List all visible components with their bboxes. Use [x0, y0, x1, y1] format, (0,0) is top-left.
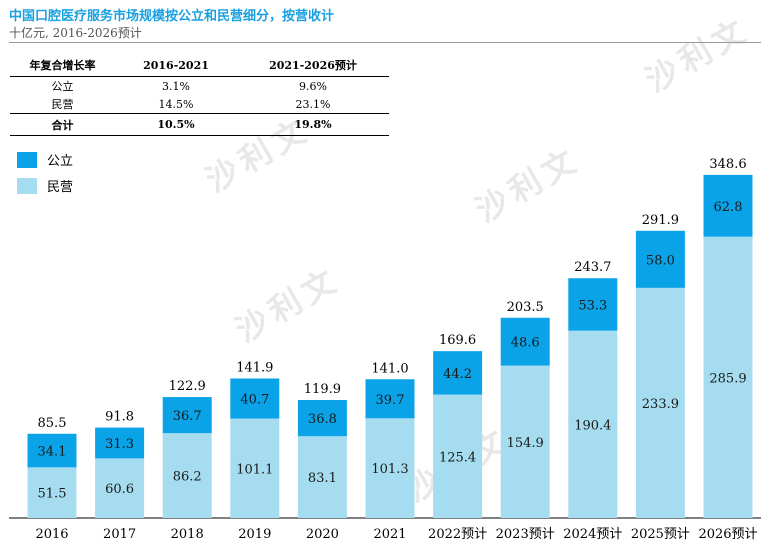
bar-segment-public	[27, 433, 77, 468]
bar-value-label: 44.2	[443, 367, 472, 382]
bar-segment-private	[635, 287, 685, 518]
chart-subtitle: 十亿元, 2016-2026预计	[9, 26, 142, 40]
bar-value-label: 60.6	[105, 482, 134, 497]
bar-segment-private	[568, 330, 618, 518]
cagr-cell: 10.5%	[115, 113, 237, 136]
x-tick-label: 2019	[238, 527, 271, 542]
bar-segment-private	[95, 458, 145, 518]
legend-swatch	[17, 152, 37, 168]
bar-segment-private	[500, 365, 550, 518]
bar-segment-public	[568, 278, 618, 331]
bar-total-label: 85.5	[38, 416, 67, 431]
bar-value-label: 40.7	[240, 393, 269, 408]
bar-segment-public	[95, 427, 145, 459]
title-divider	[9, 42, 761, 43]
cagr-row-public: 公立 3.1% 9.6%	[10, 77, 389, 96]
bar-segment-private	[297, 436, 347, 518]
bar-value-label: 233.9	[642, 397, 679, 412]
cagr-row-label: 合计	[10, 113, 115, 136]
legend-label: 民营	[47, 180, 73, 195]
bar-value-label: 101.1	[236, 462, 273, 477]
bar-value-label: 101.3	[371, 462, 408, 477]
bar-segment-private	[27, 467, 77, 518]
cagr-cell: 3.1%	[162, 79, 190, 93]
cagr-cell: 23.1%	[237, 95, 389, 114]
x-tick-label: 2018	[171, 527, 204, 542]
legend-label: 公立	[47, 154, 73, 169]
bar-segment-public	[703, 174, 753, 237]
bar-total-label: 91.8	[105, 410, 134, 425]
cagr-cell: 14.5%	[115, 95, 237, 114]
bar-segment-public	[635, 230, 685, 288]
x-tick-label: 2023预计	[496, 527, 555, 542]
bar-value-label: 53.3	[578, 298, 607, 313]
bar-segment-public	[297, 400, 347, 437]
x-tick-label: 2017	[103, 527, 136, 542]
bar-total-label: 348.6	[709, 157, 746, 172]
bar-value-label: 39.7	[376, 393, 405, 408]
cagr-row-label: 民营	[10, 95, 115, 114]
x-tick-label: 2026预计	[698, 527, 757, 542]
bar-value-label: 190.4	[574, 418, 611, 433]
bar-segment-public	[500, 317, 550, 366]
bar-value-label: 58.0	[646, 253, 675, 268]
cagr-cell: 9.6%	[299, 79, 327, 93]
cagr-cell: 19.8%	[237, 113, 389, 136]
bar-value-label: 36.8	[308, 412, 337, 427]
bar-total-label: 141.9	[236, 360, 273, 375]
cagr-header-period1: 2016-2021	[115, 54, 237, 77]
bar-value-label: 125.4	[439, 450, 476, 465]
bar-segment-public	[365, 379, 415, 419]
bar-value-label: 83.1	[308, 471, 337, 486]
x-tick-label: 2016	[35, 527, 68, 542]
bar-value-label: 285.9	[709, 371, 746, 386]
bar-value-label: 48.6	[511, 336, 540, 351]
cagr-header-row: 年复合增长率 2016-2021 2021-2026预计	[10, 54, 389, 77]
cagr-header-label: 年复合增长率	[10, 54, 115, 77]
bar-total-label: 203.5	[507, 300, 544, 315]
bar-segment-private	[162, 433, 212, 518]
x-tick-label: 2021	[373, 527, 406, 542]
bar-value-label: 34.1	[38, 445, 67, 460]
x-tick-label: 2024预计	[563, 527, 622, 542]
bar-value-label: 31.3	[105, 437, 134, 452]
bar-total-label: 141.0	[371, 361, 408, 376]
bar-value-label: 51.5	[38, 487, 67, 502]
bar-segment-public	[433, 351, 483, 395]
bar-segment-public	[162, 397, 212, 434]
bar-total-label: 243.7	[574, 260, 611, 275]
bar-segment-public	[230, 378, 280, 419]
bar-value-label: 86.2	[173, 470, 202, 485]
bar-value-label: 154.9	[507, 436, 544, 451]
legend-swatch	[17, 178, 37, 194]
bar-segment-private	[703, 236, 753, 519]
cagr-header-period2: 2021-2026预计	[237, 54, 389, 77]
bar-value-label: 36.7	[173, 409, 202, 424]
bar-total-label: 291.9	[642, 213, 679, 228]
bar-total-label: 119.9	[304, 382, 341, 397]
bar-segment-private	[230, 418, 280, 518]
cagr-row-private: 民营 14.5% 23.1%	[10, 95, 389, 114]
chart-title: 中国口腔医疗服务市场规模按公立和民营细分，按营收计	[9, 9, 335, 24]
cagr-table: 年复合增长率 2016-2021 2021-2026预计 公立 3.1% 9.6…	[10, 54, 389, 136]
bar-segment-private	[433, 394, 483, 518]
cagr-row-total: 合计 10.5% 19.8%	[10, 113, 389, 136]
bar-value-label: 62.8	[714, 200, 743, 215]
bar-total-label: 122.9	[169, 379, 206, 394]
bar-total-label: 169.6	[439, 333, 476, 348]
x-tick-label: 2022预计	[428, 527, 487, 542]
x-tick-label: 2025预计	[631, 527, 690, 542]
x-tick-label: 2020	[306, 527, 339, 542]
cagr-row-label: 公立	[51, 80, 74, 93]
bar-segment-private	[365, 418, 415, 518]
